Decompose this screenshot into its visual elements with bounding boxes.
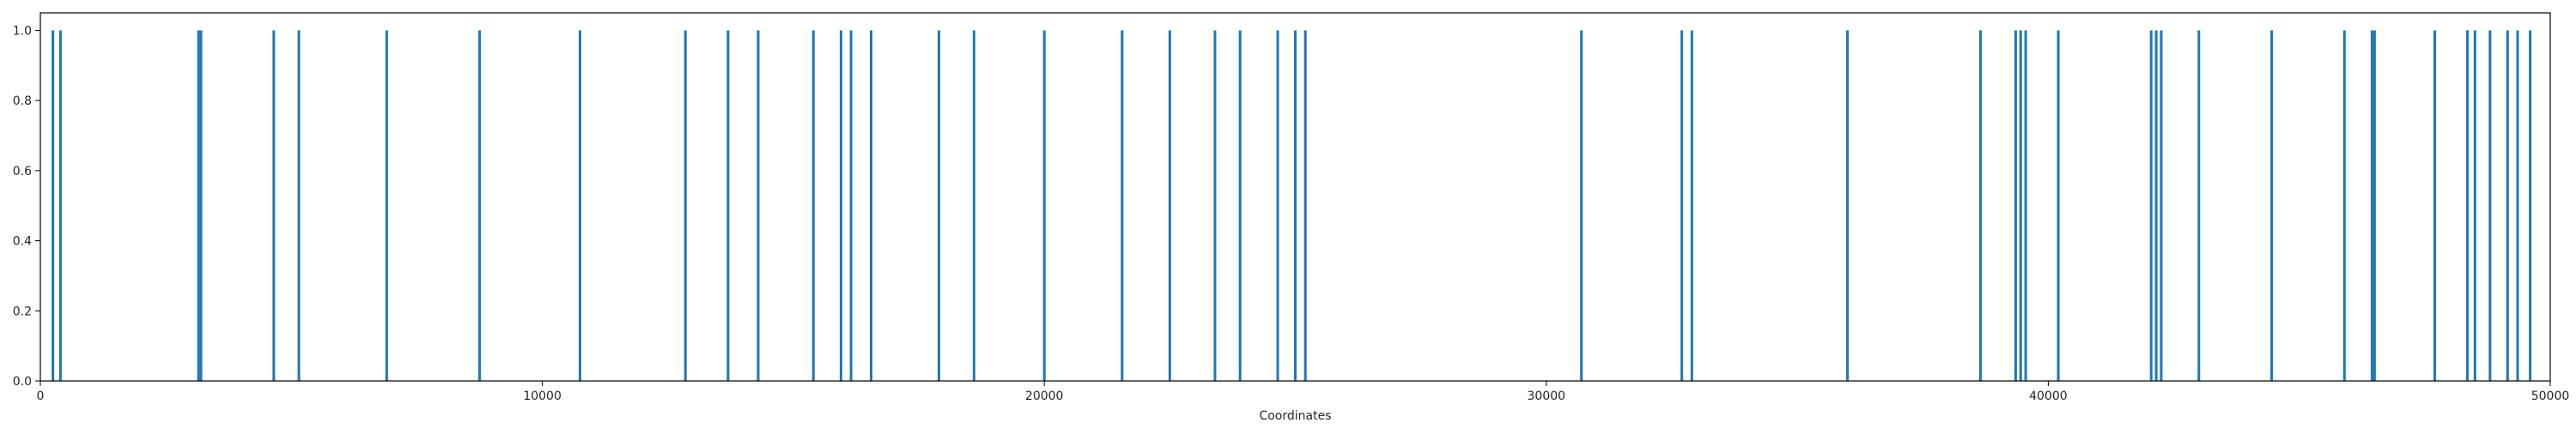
bar	[2154, 30, 2158, 382]
bar	[272, 30, 276, 382]
bar	[2506, 30, 2509, 382]
bar	[2372, 30, 2376, 382]
bar	[1303, 30, 1307, 382]
bar	[937, 30, 940, 382]
bar	[385, 30, 388, 382]
bar	[578, 30, 581, 382]
bar	[2149, 30, 2153, 382]
plot-frame	[39, 12, 2551, 382]
bar	[2516, 30, 2519, 382]
bar	[2024, 30, 2027, 382]
bar	[58, 30, 62, 382]
y-tick-label: 1.0	[13, 24, 32, 38]
bar	[1168, 30, 1171, 382]
bar	[2270, 30, 2274, 382]
x-tick-label: 20000	[1025, 390, 1064, 403]
x-tick-label: 10000	[523, 390, 562, 403]
bar	[2466, 30, 2470, 382]
bar	[1690, 30, 1693, 382]
bar	[478, 30, 482, 382]
x-tick-label: 0	[37, 390, 45, 403]
bar	[1238, 30, 1242, 382]
bar	[1042, 30, 1046, 382]
y-tick-label: 0.4	[13, 235, 32, 249]
bar	[839, 30, 842, 382]
bar	[2019, 30, 2022, 382]
bar	[1294, 30, 1297, 382]
bar	[849, 30, 853, 382]
bar	[1213, 30, 1217, 382]
bar	[726, 30, 730, 382]
y-tick-label: 0.6	[13, 165, 32, 178]
bar	[2433, 30, 2437, 382]
bar	[1978, 30, 1982, 382]
x-tick-label: 30000	[1528, 390, 1566, 403]
bar	[1580, 30, 1583, 382]
bars-layer	[52, 30, 2532, 382]
bar	[2473, 30, 2476, 382]
bar	[2014, 30, 2017, 382]
bar	[199, 30, 203, 382]
x-axis-label: Coordinates	[1259, 409, 1331, 423]
y-tick-label: 0.2	[13, 305, 32, 318]
bar	[811, 30, 815, 382]
bar	[1276, 30, 1279, 382]
bar	[2057, 30, 2060, 382]
x-tick-label: 40000	[2029, 390, 2068, 403]
axes-layer: 0 10000 20000 30000 40000 50000 0.0 0.2 0.4 0.6 0.…	[13, 12, 2570, 403]
bar	[972, 30, 975, 382]
bar	[2370, 30, 2373, 382]
bar	[52, 30, 55, 382]
bar	[2197, 30, 2201, 382]
y-tick-label: 0.0	[13, 375, 32, 389]
bar	[2342, 30, 2346, 382]
bar	[1846, 30, 1850, 382]
bar	[1680, 30, 1684, 382]
bar	[2160, 30, 2163, 382]
bar	[2488, 30, 2492, 382]
bar	[870, 30, 873, 382]
bar	[297, 30, 301, 382]
y-tick-label: 0.8	[13, 94, 32, 108]
bar	[683, 30, 687, 382]
bar	[2529, 30, 2532, 382]
x-tick-label: 50000	[2531, 390, 2570, 403]
bar	[197, 30, 200, 382]
bar	[1121, 30, 1124, 382]
bar	[756, 30, 760, 382]
